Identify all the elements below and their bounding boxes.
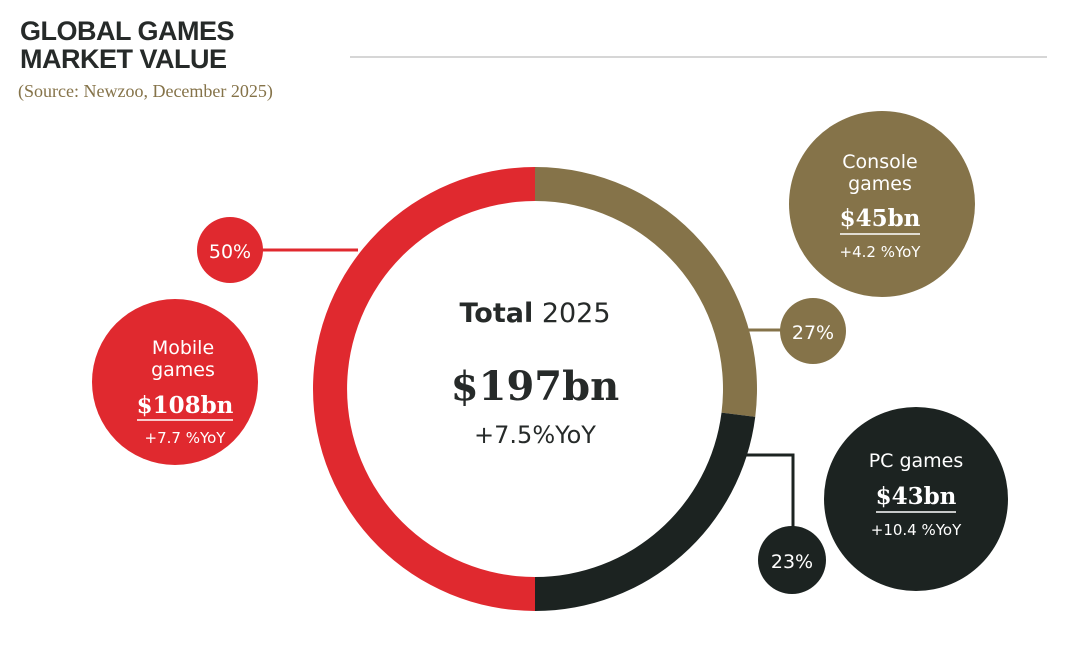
bubble-mobile <box>92 299 258 465</box>
chart-source: (Source: Newzoo, December 2025) <box>18 81 273 101</box>
label-pc: PC games <box>869 450 964 472</box>
center-total-value: $197bn <box>451 363 619 410</box>
connector-pc <box>742 453 795 528</box>
label-console-1: Console <box>842 151 917 173</box>
share-bubble-console <box>780 298 846 364</box>
donut-ring <box>313 167 757 611</box>
share-label-console: 27% <box>792 322 834 344</box>
donut-slice-console <box>535 167 757 417</box>
share-label-mobile: 50% <box>209 241 251 263</box>
center-total-yoy: +7.5%YoY <box>474 421 596 449</box>
donut-slice-mobile <box>313 167 535 611</box>
share-bubble-mobile <box>197 217 263 283</box>
label-mobile-2: games <box>151 359 215 381</box>
title-line-1: GLOBAL GAMES <box>20 16 235 46</box>
title-line-2: MARKET VALUE <box>20 44 227 74</box>
bubble-pc <box>824 407 1008 591</box>
bubble-console <box>789 111 975 297</box>
yoy-pc: +10.4 %YoY <box>871 521 962 539</box>
value-mobile: $108bn <box>137 392 234 419</box>
label-console-2: games <box>848 173 912 195</box>
share-bubble-pc <box>758 526 826 594</box>
yoy-mobile: +7.7 %YoY <box>145 429 227 447</box>
chart-title: GLOBAL GAMES MARKET VALUE <box>20 16 235 74</box>
label-mobile-1: Mobile <box>152 337 214 359</box>
value-console: $45bn <box>840 205 921 232</box>
yoy-console: +4.2 %YoY <box>840 243 922 261</box>
value-pc: $43bn <box>876 483 957 510</box>
share-label-pc: 23% <box>771 551 813 573</box>
donut-slice-pc <box>535 412 756 611</box>
center-total-label: Total 2025 <box>459 298 610 329</box>
